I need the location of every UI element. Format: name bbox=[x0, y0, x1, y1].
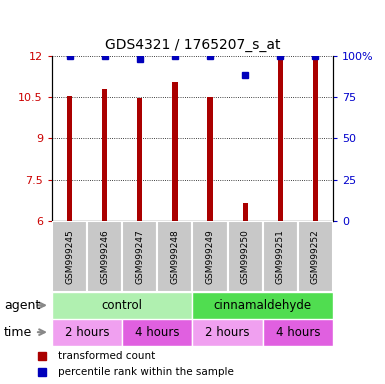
Bar bbox=[52, 319, 122, 346]
Text: cinnamaldehyde: cinnamaldehyde bbox=[214, 299, 312, 312]
Bar bbox=[298, 221, 333, 292]
Bar bbox=[192, 292, 333, 319]
Text: GSM999249: GSM999249 bbox=[206, 229, 214, 284]
Bar bbox=[122, 319, 192, 346]
Bar bbox=[278, 56, 283, 221]
Text: 4 hours: 4 hours bbox=[276, 326, 320, 339]
Text: GSM999248: GSM999248 bbox=[171, 229, 179, 284]
Bar bbox=[263, 221, 298, 292]
Bar bbox=[313, 56, 318, 221]
Text: GSM999251: GSM999251 bbox=[276, 229, 285, 284]
Text: control: control bbox=[102, 299, 143, 312]
Bar bbox=[192, 221, 228, 292]
Bar bbox=[228, 221, 263, 292]
Text: 2 hours: 2 hours bbox=[65, 326, 109, 339]
Text: 4 hours: 4 hours bbox=[135, 326, 180, 339]
Text: percentile rank within the sample: percentile rank within the sample bbox=[58, 367, 234, 377]
Text: GSM999252: GSM999252 bbox=[311, 229, 320, 284]
Text: GSM999246: GSM999246 bbox=[100, 229, 109, 284]
Bar bbox=[243, 203, 248, 221]
Bar bbox=[52, 292, 192, 319]
Bar bbox=[157, 221, 192, 292]
Text: transformed count: transformed count bbox=[58, 351, 156, 361]
Title: GDS4321 / 1765207_s_at: GDS4321 / 1765207_s_at bbox=[105, 38, 280, 52]
Bar bbox=[67, 96, 72, 221]
Text: GSM999245: GSM999245 bbox=[65, 229, 74, 284]
Bar bbox=[102, 89, 107, 221]
Bar bbox=[52, 221, 87, 292]
Text: GSM999247: GSM999247 bbox=[135, 229, 144, 284]
Bar bbox=[192, 319, 263, 346]
Text: 2 hours: 2 hours bbox=[205, 326, 250, 339]
Bar bbox=[122, 221, 157, 292]
Text: agent: agent bbox=[4, 299, 40, 312]
Bar bbox=[87, 221, 122, 292]
Bar bbox=[263, 319, 333, 346]
Bar bbox=[172, 82, 177, 221]
Text: GSM999250: GSM999250 bbox=[241, 229, 250, 284]
Bar bbox=[208, 97, 213, 221]
Text: time: time bbox=[4, 326, 32, 339]
Bar bbox=[137, 98, 142, 221]
